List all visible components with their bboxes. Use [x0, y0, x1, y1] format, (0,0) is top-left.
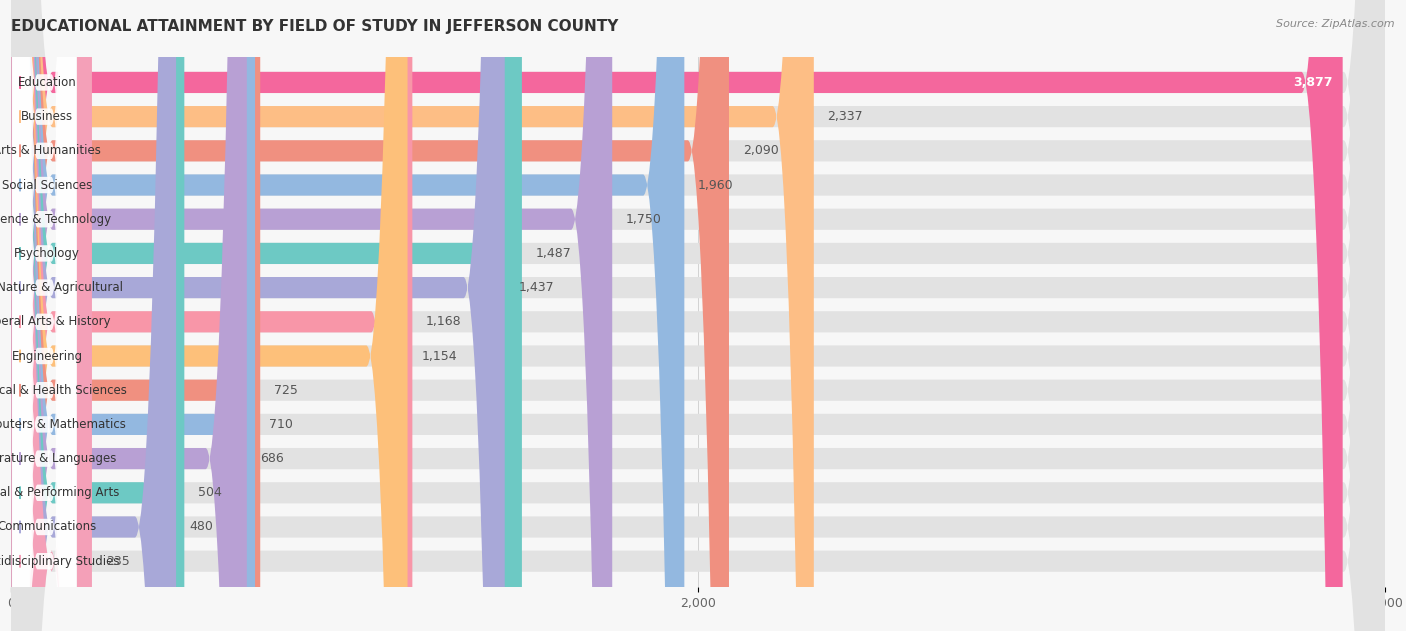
Text: Science & Technology: Science & Technology: [0, 213, 111, 226]
FancyBboxPatch shape: [11, 0, 247, 631]
Text: Social Sciences: Social Sciences: [1, 179, 93, 192]
Text: Engineering: Engineering: [11, 350, 83, 362]
FancyBboxPatch shape: [11, 0, 184, 631]
FancyBboxPatch shape: [11, 0, 176, 631]
FancyBboxPatch shape: [11, 0, 1385, 631]
FancyBboxPatch shape: [11, 0, 728, 631]
FancyBboxPatch shape: [11, 0, 408, 631]
FancyBboxPatch shape: [11, 0, 1385, 631]
FancyBboxPatch shape: [11, 0, 1343, 631]
Text: Computers & Mathematics: Computers & Mathematics: [0, 418, 127, 431]
FancyBboxPatch shape: [13, 0, 76, 631]
Text: Source: ZipAtlas.com: Source: ZipAtlas.com: [1277, 19, 1395, 29]
Text: 3,877: 3,877: [1294, 76, 1333, 89]
Text: 235: 235: [105, 555, 129, 568]
Text: 2,090: 2,090: [742, 144, 779, 157]
Text: 1,437: 1,437: [519, 281, 554, 294]
Text: 710: 710: [269, 418, 292, 431]
FancyBboxPatch shape: [11, 0, 1385, 631]
FancyBboxPatch shape: [13, 0, 76, 631]
Text: Business: Business: [21, 110, 73, 123]
Text: Liberal Arts & History: Liberal Arts & History: [0, 316, 111, 328]
Text: 504: 504: [198, 487, 222, 499]
FancyBboxPatch shape: [13, 0, 76, 631]
Text: 725: 725: [274, 384, 298, 397]
Text: 1,168: 1,168: [426, 316, 461, 328]
FancyBboxPatch shape: [11, 0, 1385, 631]
FancyBboxPatch shape: [11, 0, 522, 631]
FancyBboxPatch shape: [13, 0, 76, 631]
Text: Literature & Languages: Literature & Languages: [0, 452, 117, 465]
FancyBboxPatch shape: [11, 0, 814, 631]
FancyBboxPatch shape: [11, 0, 1385, 631]
Text: 1,960: 1,960: [699, 179, 734, 192]
Text: Multidisciplinary Studies: Multidisciplinary Studies: [0, 555, 120, 568]
Text: Bio, Nature & Agricultural: Bio, Nature & Agricultural: [0, 281, 124, 294]
Text: Visual & Performing Arts: Visual & Performing Arts: [0, 487, 120, 499]
Text: 1,487: 1,487: [536, 247, 571, 260]
Text: 480: 480: [190, 521, 214, 533]
FancyBboxPatch shape: [13, 0, 76, 631]
Text: 1,154: 1,154: [422, 350, 457, 362]
FancyBboxPatch shape: [11, 0, 260, 631]
Text: Education: Education: [18, 76, 76, 89]
FancyBboxPatch shape: [11, 0, 1385, 631]
FancyBboxPatch shape: [13, 0, 76, 631]
FancyBboxPatch shape: [11, 0, 1385, 631]
FancyBboxPatch shape: [13, 0, 76, 631]
FancyBboxPatch shape: [13, 0, 76, 631]
FancyBboxPatch shape: [11, 0, 1385, 631]
Text: Communications: Communications: [0, 521, 97, 533]
Text: 2,337: 2,337: [828, 110, 863, 123]
Text: 1,750: 1,750: [626, 213, 662, 226]
Text: 686: 686: [260, 452, 284, 465]
FancyBboxPatch shape: [11, 0, 1385, 631]
Text: Physical & Health Sciences: Physical & Health Sciences: [0, 384, 127, 397]
FancyBboxPatch shape: [11, 0, 1385, 631]
FancyBboxPatch shape: [13, 0, 76, 631]
FancyBboxPatch shape: [11, 0, 254, 631]
FancyBboxPatch shape: [11, 0, 1385, 631]
FancyBboxPatch shape: [13, 0, 76, 631]
FancyBboxPatch shape: [13, 0, 76, 631]
FancyBboxPatch shape: [11, 0, 685, 631]
Text: EDUCATIONAL ATTAINMENT BY FIELD OF STUDY IN JEFFERSON COUNTY: EDUCATIONAL ATTAINMENT BY FIELD OF STUDY…: [11, 19, 619, 34]
FancyBboxPatch shape: [11, 0, 1385, 631]
FancyBboxPatch shape: [11, 0, 1385, 631]
FancyBboxPatch shape: [13, 0, 76, 631]
FancyBboxPatch shape: [11, 0, 91, 631]
Text: Arts & Humanities: Arts & Humanities: [0, 144, 101, 157]
FancyBboxPatch shape: [13, 0, 76, 631]
FancyBboxPatch shape: [13, 0, 76, 631]
FancyBboxPatch shape: [11, 0, 505, 631]
FancyBboxPatch shape: [11, 0, 412, 631]
FancyBboxPatch shape: [13, 0, 76, 631]
FancyBboxPatch shape: [11, 0, 1385, 631]
FancyBboxPatch shape: [11, 0, 1385, 631]
FancyBboxPatch shape: [11, 0, 612, 631]
Text: Psychology: Psychology: [14, 247, 80, 260]
